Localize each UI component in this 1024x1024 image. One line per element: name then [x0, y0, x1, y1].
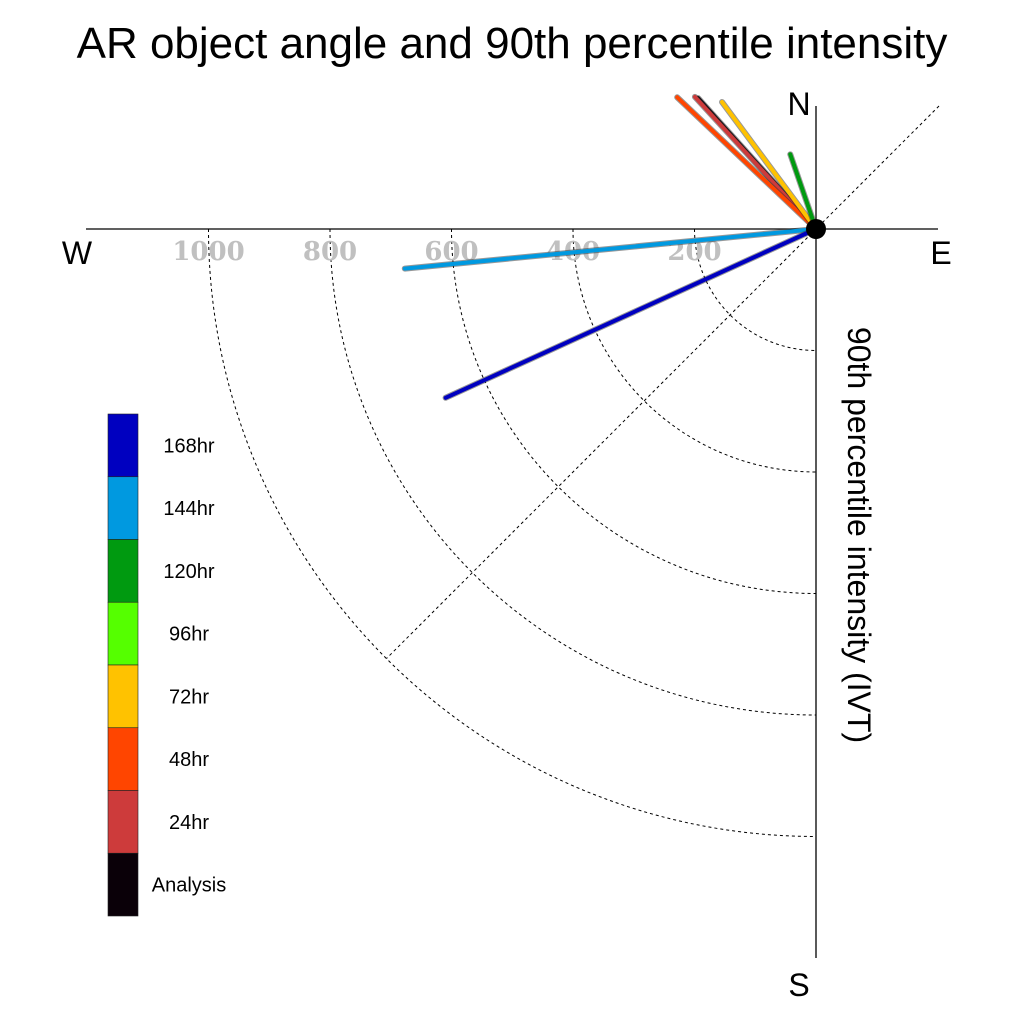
- compass-east: E: [930, 235, 951, 271]
- r-tick-label: 800: [303, 237, 357, 267]
- legend-label: 144hr: [163, 498, 214, 520]
- legend-label: 168hr: [163, 435, 214, 457]
- grid-ring: [208, 228, 817, 837]
- grid-ring: [451, 228, 817, 594]
- compass-west: W: [62, 235, 93, 271]
- legend-swatch: [107, 413, 139, 478]
- legend: 168hr 144hr 120hr 96hr 72hr 48hr 24hr Analysis: [107, 413, 226, 917]
- r-tick-label: 1000: [172, 237, 244, 267]
- legend-label: Analysis: [152, 875, 226, 897]
- legend-swatch: [107, 476, 139, 540]
- legend-swatch: [107, 790, 139, 854]
- grid-ring: [572, 228, 817, 473]
- series-line: [402, 227, 818, 271]
- radial-tick-labels: 2004006008001000: [172, 237, 721, 267]
- grid-diagonal: [386, 105, 940, 659]
- series-lines: [401, 93, 819, 401]
- series-line: [443, 227, 818, 400]
- chart-title: AR object angle and 90th percentile inte…: [77, 19, 948, 68]
- legend-label: 120hr: [163, 561, 214, 583]
- legend-label: 24hr: [169, 812, 209, 834]
- grid-ring: [694, 228, 817, 351]
- compass-south: S: [788, 967, 809, 1003]
- y-axis-label: 90th percentile intensity (IVT): [841, 327, 877, 743]
- grid-ring: [329, 228, 817, 716]
- series-line: [720, 100, 818, 231]
- legend-label: 96hr: [169, 624, 209, 646]
- origin-marker: [806, 219, 826, 239]
- polar-grid: [208, 105, 940, 837]
- series-line: [788, 152, 818, 231]
- legend-label: 48hr: [169, 749, 209, 771]
- legend-swatch: [107, 601, 139, 666]
- legend-swatch: [107, 852, 139, 917]
- legend-swatch: [107, 539, 139, 603]
- legend-swatch: [107, 727, 139, 791]
- legend-label: 72hr: [169, 686, 209, 708]
- compass-north: N: [787, 86, 810, 122]
- legend-swatch: [107, 664, 139, 729]
- series-line: [675, 95, 818, 231]
